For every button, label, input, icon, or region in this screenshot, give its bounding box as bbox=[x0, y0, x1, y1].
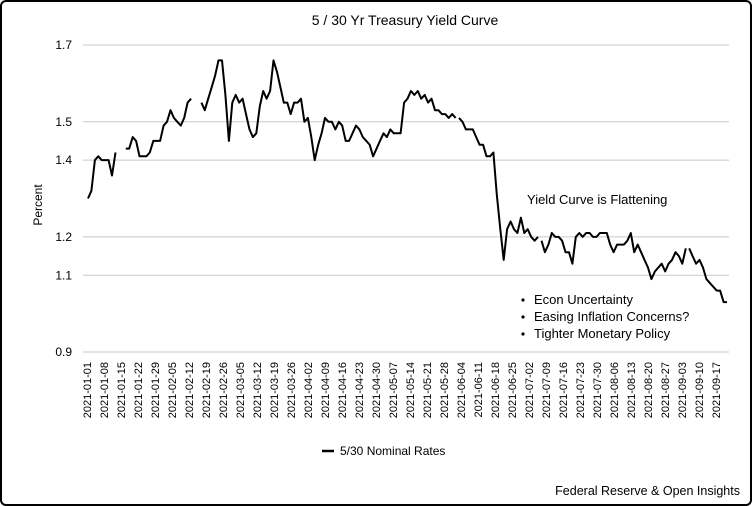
y-axis-ticks: 0.9 1.1 1.2 1.4 1.5 1.7 bbox=[55, 38, 72, 359]
series-lines bbox=[88, 59, 727, 304]
x-tick-label: 2021-05-14 bbox=[405, 362, 417, 418]
x-tick-label: 2021-01-22 bbox=[133, 362, 145, 418]
legend-label: 5/30 Nominal Rates bbox=[340, 444, 445, 458]
annotation-bullet: Easing Inflation Concerns? bbox=[534, 309, 689, 324]
x-tick-label: 2021-04-16 bbox=[337, 362, 349, 418]
x-tick-label: 2021-03-26 bbox=[286, 362, 298, 418]
x-tick-label: 2021-08-20 bbox=[643, 362, 655, 418]
x-tick-label: 2021-01-08 bbox=[99, 362, 111, 418]
x-tick-label: 2021-07-09 bbox=[541, 362, 553, 418]
x-tick-label: 2021-01-15 bbox=[116, 362, 128, 418]
x-tick-label: 2021-03-19 bbox=[269, 362, 281, 418]
x-tick-label: 2021-08-06 bbox=[609, 362, 621, 418]
series-line-segment-4 bbox=[540, 232, 687, 281]
x-axis-ticks: 2021-01-01 2021-01-08 2021-01-15 2021-01-22… bbox=[82, 362, 723, 418]
x-tick-label: 2021-09-10 bbox=[694, 362, 706, 418]
y-tick-label: 1.1 bbox=[55, 268, 72, 282]
x-tick-label: 2021-03-05 bbox=[235, 362, 247, 418]
chart-title: 5 / 30 Yr Treasury Yield Curve bbox=[312, 12, 499, 28]
y-axis-label: Percent bbox=[31, 184, 45, 226]
x-tick-label: 2021-02-12 bbox=[184, 362, 196, 418]
x-tick-label: 2021-08-13 bbox=[626, 362, 638, 418]
y-tick-label: 1.7 bbox=[55, 38, 72, 52]
y-tick-label: 1.4 bbox=[55, 153, 72, 167]
series-line-segment-0 bbox=[88, 153, 122, 199]
x-tick-label: 2021-05-21 bbox=[422, 362, 434, 418]
source-credit: Federal Reserve & Open Insights bbox=[555, 484, 740, 498]
x-tick-label: 2021-04-02 bbox=[303, 362, 315, 418]
legend: 5/30 Nominal Rates bbox=[322, 444, 445, 458]
x-tick-label: 2021-07-02 bbox=[524, 362, 536, 418]
x-tick-label: 2021-07-30 bbox=[592, 362, 604, 418]
x-tick-label: 2021-09-17 bbox=[711, 362, 723, 418]
annotation-bullet: Econ Uncertainty bbox=[534, 292, 633, 307]
grid-lines bbox=[83, 44, 729, 353]
x-tick-label: 2021-04-23 bbox=[354, 362, 366, 418]
series-line-segment-3 bbox=[458, 117, 539, 261]
bullet-dot bbox=[521, 315, 525, 319]
x-tick-label: 2021-04-09 bbox=[320, 362, 332, 418]
x-tick-label: 2021-06-11 bbox=[473, 362, 485, 417]
series-line-segment-1 bbox=[126, 99, 198, 157]
bullet-dot bbox=[521, 298, 525, 302]
x-tick-label: 2021-06-04 bbox=[456, 362, 468, 418]
x-tick-label: 2021-05-07 bbox=[388, 362, 400, 418]
x-tick-label: 2021-06-25 bbox=[507, 362, 519, 418]
y-tick-label: 1.5 bbox=[55, 115, 72, 129]
y-tick-label: 0.9 bbox=[55, 345, 72, 359]
x-tick-label: 2021-01-01 bbox=[82, 362, 94, 418]
y-tick-label: 1.2 bbox=[55, 230, 72, 244]
annotation-bullet: Tighter Monetary Policy bbox=[534, 326, 671, 341]
annotation-bullets: Econ Uncertainty Easing Inflation Concern… bbox=[521, 292, 689, 341]
x-tick-label: 2021-02-19 bbox=[201, 362, 213, 418]
bullet-dot bbox=[521, 332, 525, 336]
x-tick-label: 2021-03-12 bbox=[252, 362, 264, 418]
x-tick-label: 2021-02-26 bbox=[218, 362, 230, 418]
series-line-segment-5 bbox=[688, 247, 727, 304]
x-tick-label: 2021-07-16 bbox=[558, 362, 570, 418]
x-tick-label: 2021-01-29 bbox=[150, 362, 162, 418]
x-tick-label: 2021-04-30 bbox=[371, 362, 383, 418]
series-line-segment-2 bbox=[200, 59, 457, 162]
x-tick-label: 2021-08-27 bbox=[660, 362, 672, 418]
annotation-heading: Yield Curve is Flattening bbox=[527, 192, 667, 207]
x-tick-label: 2021-07-23 bbox=[575, 362, 587, 418]
x-tick-label: 2021-09-03 bbox=[677, 362, 689, 418]
x-tick-label: 2021-05-28 bbox=[439, 362, 451, 418]
x-tick-label: 2021-06-18 bbox=[490, 362, 502, 418]
x-tick-label: 2021-02-05 bbox=[167, 362, 179, 418]
